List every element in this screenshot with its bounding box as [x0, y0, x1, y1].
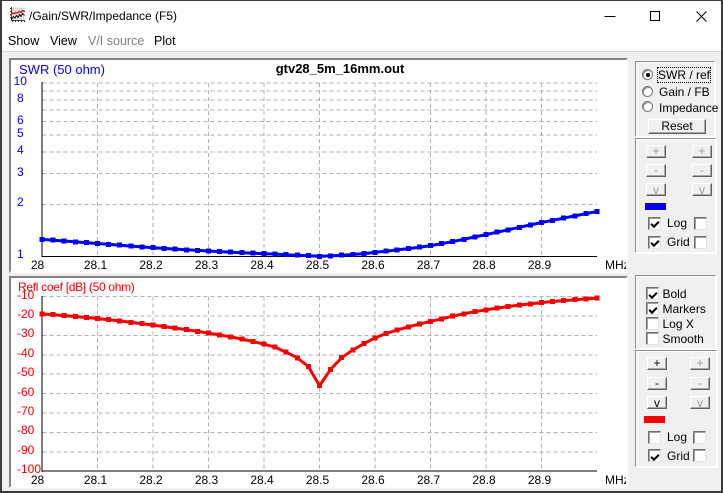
svg-text:-20: -20 [17, 307, 35, 321]
svg-text:-90: -90 [17, 443, 35, 457]
svg-text:28.7: 28.7 [417, 473, 441, 486]
svg-text:-100: -100 [17, 462, 41, 476]
svg-text:28.6: 28.6 [361, 258, 385, 271]
svg-text:10: 10 [14, 74, 28, 88]
svg-text:28.8: 28.8 [472, 473, 496, 486]
svg-text:2: 2 [17, 195, 24, 209]
svg-text:8: 8 [17, 91, 24, 105]
svg-text:28.5: 28.5 [306, 258, 330, 271]
svg-text:28.9: 28.9 [528, 473, 552, 486]
svg-text:28.5: 28.5 [306, 473, 330, 486]
svg-text:28.1: 28.1 [84, 258, 108, 271]
svg-text:-30: -30 [17, 326, 35, 340]
svg-text:-70: -70 [17, 404, 35, 418]
svg-text:28.2: 28.2 [139, 473, 163, 486]
svg-text:MHz: MHz [605, 473, 626, 486]
svg-text:1: 1 [17, 247, 24, 261]
svg-text:28.4: 28.4 [250, 258, 274, 271]
svg-text:28: 28 [31, 473, 45, 486]
svg-text:28.1: 28.1 [84, 473, 108, 486]
svg-text:-50: -50 [17, 365, 35, 379]
svg-text:28.2: 28.2 [139, 258, 163, 271]
svg-text:28.3: 28.3 [195, 258, 219, 271]
svg-text:MHz: MHz [605, 258, 626, 271]
svg-text:-10: -10 [17, 288, 35, 302]
svg-text:-60: -60 [17, 385, 35, 399]
svg-text:28.3: 28.3 [195, 473, 219, 486]
svg-text:-80: -80 [17, 423, 35, 437]
svg-text:6: 6 [17, 113, 24, 127]
svg-text:28.8: 28.8 [472, 258, 496, 271]
svg-text:3: 3 [17, 165, 24, 179]
svg-text:28.7: 28.7 [417, 258, 441, 271]
svg-text:28.9: 28.9 [528, 258, 552, 271]
svg-text:4: 4 [17, 143, 24, 157]
svg-text:5: 5 [17, 126, 24, 140]
svg-text:28.4: 28.4 [250, 473, 274, 486]
svg-text:-40: -40 [17, 346, 35, 360]
svg-text:SWR (50 ohm): SWR (50 ohm) [19, 62, 105, 77]
svg-text:gtv28_5m_16mm.out: gtv28_5m_16mm.out [276, 61, 405, 76]
svg-text:28.6: 28.6 [361, 473, 385, 486]
svg-text:Refl coef [dB] (50 ohm): Refl coef [dB] (50 ohm) [18, 280, 135, 294]
svg-text:28: 28 [31, 258, 45, 271]
